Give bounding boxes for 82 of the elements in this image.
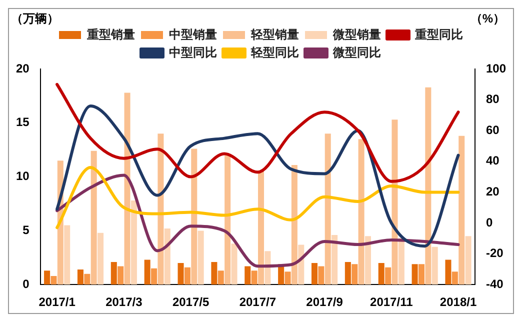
bar <box>44 270 50 285</box>
bar <box>324 134 331 285</box>
bar <box>284 272 291 285</box>
y-tick-label: 0 <box>22 276 30 291</box>
bar <box>378 263 384 285</box>
bar <box>412 264 418 285</box>
bar <box>352 264 358 285</box>
bar <box>224 155 231 285</box>
legend-label: 中型同比 <box>169 45 217 60</box>
bar <box>151 268 158 285</box>
y2-tick-label: -40 <box>486 276 504 291</box>
legend-label: 重型销量 <box>86 27 135 42</box>
bar <box>218 270 224 285</box>
y-tick-label: 10 <box>16 169 30 184</box>
x-tick-label: 2017/9 <box>306 295 344 310</box>
legend-label: 微型同比 <box>332 45 381 60</box>
bar <box>77 270 84 285</box>
bar <box>318 266 324 285</box>
bar <box>211 262 218 285</box>
line-series <box>56 82 460 183</box>
y2-tick-label: 40 <box>486 154 500 168</box>
x-tick-label: 2018/1 <box>440 295 477 310</box>
bar <box>164 228 170 285</box>
bar <box>130 200 137 285</box>
x-tick-label: 2017/1 <box>38 295 76 310</box>
y2-tick-label: 60 <box>486 122 500 137</box>
y2-tick-label: 20 <box>486 184 500 199</box>
bar <box>344 262 351 285</box>
bar <box>84 274 90 285</box>
bar <box>364 236 371 285</box>
bar <box>258 170 264 285</box>
legend-label: 轻型销量 <box>250 27 299 42</box>
bar <box>311 263 318 285</box>
y-tick-label: 20 <box>16 61 30 76</box>
bar <box>231 244 238 285</box>
bar <box>110 262 117 285</box>
bar <box>251 270 258 285</box>
bar <box>198 230 204 285</box>
bar <box>392 120 398 285</box>
x-tick-label: 2017/11 <box>370 295 414 310</box>
bar <box>90 150 97 285</box>
bar <box>298 244 304 285</box>
y2-axis-title: （%） <box>470 11 505 26</box>
y2-tick-label: 0 <box>486 215 493 230</box>
bar <box>385 267 392 285</box>
bar <box>432 246 438 285</box>
bar <box>458 136 465 285</box>
bar <box>98 232 104 285</box>
y2-tick-label: -20 <box>486 246 504 260</box>
y-tick-label: 5 <box>22 223 30 238</box>
y2-tick-label: 100 <box>486 61 506 76</box>
legend-label: 中型销量 <box>169 27 217 42</box>
legend-label: 微型销量 <box>332 27 381 42</box>
y2-tick-label: 80 <box>486 92 500 106</box>
bar <box>244 266 251 285</box>
x-tick-label: 2017/5 <box>172 295 210 310</box>
line-series <box>56 166 460 230</box>
legend-label: 轻型同比 <box>250 45 299 60</box>
bar <box>358 139 364 285</box>
bar <box>178 263 184 285</box>
bar <box>50 276 57 285</box>
bar <box>465 236 472 285</box>
bar <box>452 272 458 285</box>
bar <box>418 264 424 285</box>
bar <box>445 260 452 285</box>
x-tick-label: 2017/3 <box>106 295 143 310</box>
line-series <box>56 104 460 248</box>
y-tick-label: 15 <box>16 115 30 130</box>
bar <box>184 267 190 285</box>
bar <box>425 87 432 285</box>
bar <box>64 225 70 285</box>
x-tick-label: 2017/7 <box>239 295 276 310</box>
bar <box>158 134 164 285</box>
y-axis-title: （万辆） <box>11 11 59 26</box>
line-series <box>56 174 460 268</box>
bar <box>144 260 150 285</box>
bar <box>118 266 124 285</box>
bar <box>332 235 338 285</box>
bar <box>398 238 404 285</box>
bar <box>291 164 298 285</box>
legend-label: 重型同比 <box>414 27 463 42</box>
bar <box>191 148 198 285</box>
